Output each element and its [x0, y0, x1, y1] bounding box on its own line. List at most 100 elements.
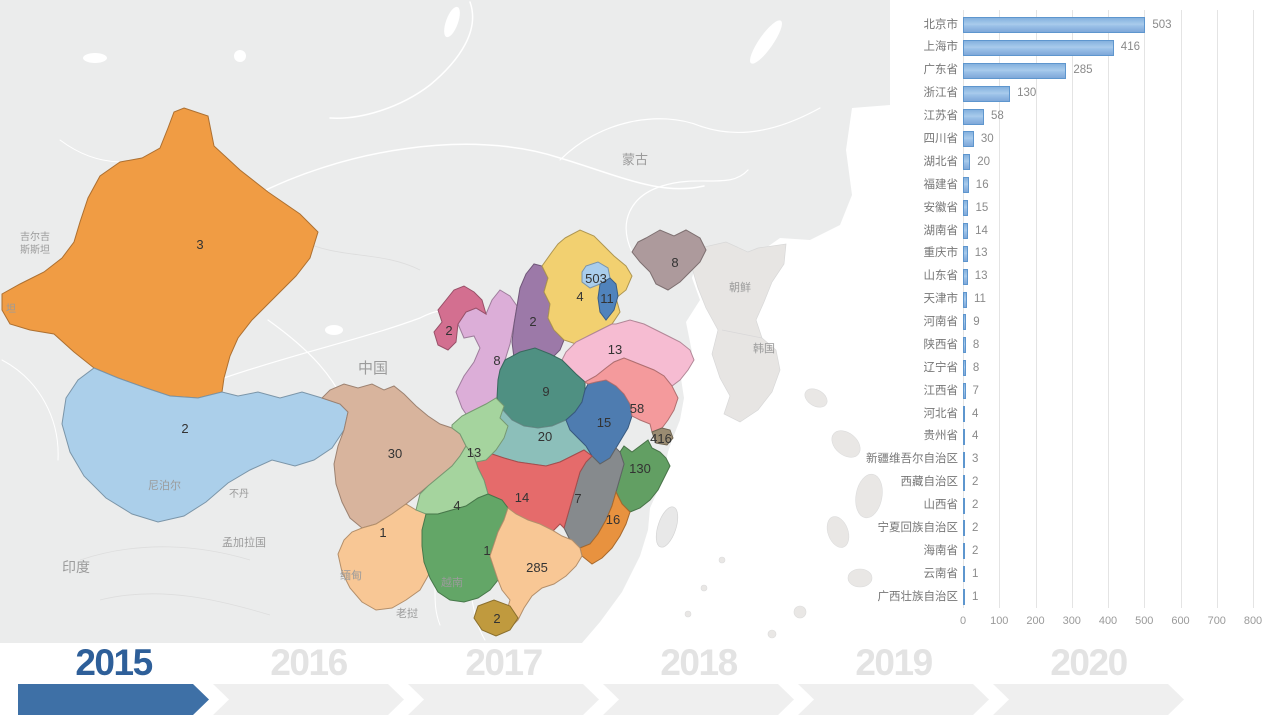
bar-10[interactable] — [963, 245, 968, 262]
bar-21[interactable] — [963, 497, 965, 514]
map-value-shandong: 13 — [608, 342, 622, 357]
timeline-segment-2015[interactable] — [18, 684, 209, 715]
country-label-11: 老挝 — [396, 606, 418, 620]
bar-category-label: 广西壮族自治区 — [877, 590, 959, 603]
x-tick-100: 100 — [990, 615, 1009, 627]
bar-13[interactable] — [963, 314, 967, 331]
timeline-segment-2017[interactable] — [408, 684, 599, 715]
bar-9[interactable] — [963, 222, 969, 239]
lakes — [83, 6, 782, 335]
gridline-500 — [1144, 10, 1146, 608]
bar-value-label: 2 — [972, 544, 979, 557]
bar-17[interactable] — [963, 405, 965, 422]
province-jiangsu[interactable] — [584, 357, 679, 433]
bar-4[interactable] — [963, 108, 985, 125]
x-tick-600: 600 — [1171, 615, 1190, 627]
bar-value-label: 2 — [972, 521, 979, 534]
bar-0[interactable] — [963, 17, 1146, 34]
gridline-300 — [1071, 10, 1073, 608]
bar-row: 广东省 285 — [890, 59, 1265, 82]
bar-row: 山东省 13 — [890, 265, 1265, 288]
timeline-segment-2020[interactable] — [993, 684, 1184, 715]
bar-category-label: 河南省 — [923, 316, 959, 329]
province-ningxia[interactable] — [433, 285, 487, 351]
country-label-4: 坦 — [6, 302, 16, 315]
timeline-year-2019[interactable]: 2019 — [855, 642, 933, 683]
bar-22[interactable] — [963, 520, 965, 537]
bar-row: 湖北省 20 — [890, 151, 1265, 174]
timeline-segment-2018[interactable] — [603, 684, 794, 715]
bar-value-label: 7 — [972, 384, 979, 397]
map-value-liaoning: 8 — [671, 255, 678, 270]
bar-20[interactable] — [963, 474, 965, 491]
bar-24[interactable] — [963, 566, 965, 583]
map-value-tianjin: 11 — [600, 291, 614, 306]
bar-value-label: 4 — [972, 430, 979, 443]
timeline-segment-2016[interactable] — [213, 684, 404, 715]
province-hainan[interactable] — [473, 599, 519, 637]
bar-row: 湖南省 14 — [890, 220, 1265, 243]
bar-25[interactable] — [963, 589, 965, 606]
china-choropleth-map: 3 2 30 1 8 2 2 4 8 13 9 20 15 58 130 7 16 14 4 13 1 285 2 416 50… — [0, 0, 890, 652]
gridline-600 — [1180, 10, 1182, 608]
bar-value-label: 8 — [972, 338, 980, 351]
bar-3[interactable] — [963, 85, 1011, 102]
country-label-6: 不丹 — [229, 488, 249, 500]
province-liaoning[interactable] — [631, 229, 707, 291]
province-tianjin[interactable] — [597, 277, 619, 321]
province-fujian[interactable] — [579, 490, 631, 565]
bar-8[interactable] — [963, 200, 969, 217]
bar-category-label: 北京市 — [923, 18, 959, 31]
bar-category-label: 西藏自治区 — [900, 476, 959, 489]
map-value-chongqing: 13 — [467, 445, 481, 460]
bar-row: 四川省 30 — [890, 128, 1265, 151]
map-value-guangdong: 285 — [526, 560, 548, 575]
bar-2[interactable] — [963, 62, 1067, 79]
bar-7[interactable] — [963, 177, 969, 194]
province-chongqing[interactable] — [451, 397, 509, 463]
province-xizang[interactable] — [61, 367, 349, 523]
bar-12[interactable] — [963, 291, 967, 308]
bar-5[interactable] — [963, 131, 974, 148]
bar-6[interactable] — [963, 154, 971, 171]
bar-23[interactable] — [963, 543, 965, 560]
bar-19[interactable] — [963, 451, 965, 468]
timeline-year-2015[interactable]: 2015 — [75, 642, 153, 683]
bar-11[interactable] — [963, 268, 968, 285]
timeline-year-2018[interactable]: 2018 — [660, 642, 738, 683]
timeline-year-2020[interactable]: 2020 — [1050, 642, 1128, 683]
bar-16[interactable] — [963, 383, 966, 400]
bar-category-label: 海南省 — [923, 544, 959, 557]
gridline-700 — [1216, 10, 1218, 608]
bar-value-label: 130 — [1017, 87, 1037, 100]
timeline-segment-2019[interactable] — [798, 684, 989, 715]
bar-value-label: 3 — [972, 453, 979, 466]
bar-category-label: 河北省 — [923, 407, 959, 420]
province-shanghai[interactable] — [651, 427, 674, 446]
timeline-year-2017[interactable]: 2017 — [465, 642, 543, 683]
map-value-shaanxi: 8 — [493, 353, 500, 368]
bar-18[interactable] — [963, 428, 965, 445]
country-label-2: 吉尔吉 — [20, 230, 50, 243]
bar-15[interactable] — [963, 360, 966, 377]
bar-category-label: 天津市 — [923, 293, 959, 306]
bar-row: 广西壮族自治区 1 — [878, 586, 1265, 609]
japan-islands — [684, 388, 883, 652]
bar-row: 海南省 2 — [890, 540, 1265, 563]
map-value-shanxi: 2 — [529, 314, 536, 329]
map-value-yunnan: 1 — [379, 525, 386, 540]
map-value-guizhou: 4 — [453, 498, 460, 513]
bar-category-label: 江苏省 — [923, 110, 959, 123]
timeline: 2015 2016 2017 2018 2019 2020 — [0, 643, 1265, 717]
bar-row: 辽宁省 8 — [890, 357, 1265, 380]
bar-row: 浙江省 130 — [890, 82, 1265, 105]
bar-category-label: 上海市 — [923, 41, 959, 54]
map-value-hebei: 4 — [576, 289, 583, 304]
province-guangdong[interactable] — [489, 507, 583, 627]
bar-14[interactable] — [963, 337, 966, 354]
bar-1[interactable] — [963, 39, 1114, 56]
bar-row: 江苏省 58 — [890, 105, 1265, 128]
bar-row: 宁夏回族自治区 2 — [878, 517, 1265, 540]
timeline-year-2016[interactable]: 2016 — [270, 642, 348, 683]
